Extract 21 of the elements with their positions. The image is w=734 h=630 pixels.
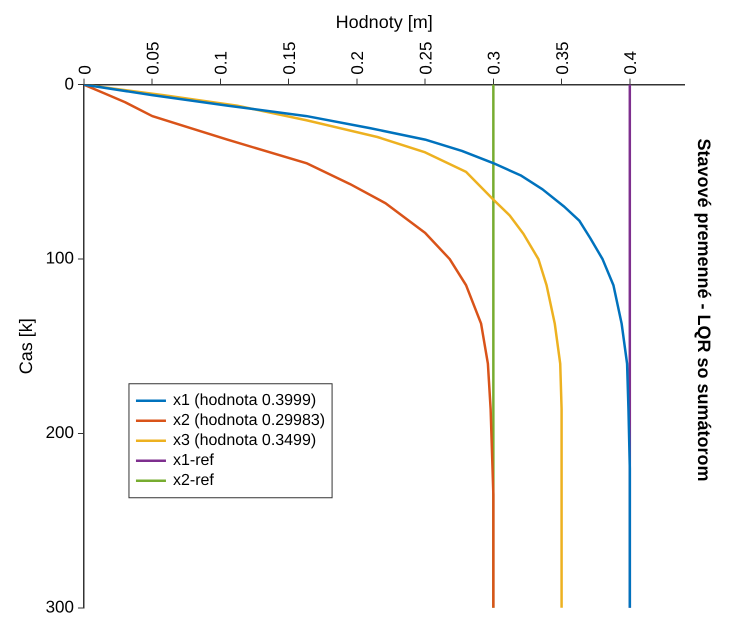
y-tick-label: 200	[46, 423, 74, 442]
legend-label: x2 (hodnota 0.29983)	[172, 412, 326, 430]
legend-label: x2-ref	[172, 472, 214, 490]
y-tick-label: 100	[46, 248, 74, 268]
y-axis-title: Cas [k]	[16, 318, 36, 374]
x-tick-label: 0	[75, 65, 94, 75]
x-tick-label: 0.35	[552, 42, 572, 75]
x-tick-label: 0.4	[621, 51, 640, 75]
x-tick-label: 0.2	[348, 51, 368, 75]
x-tick-label: 0.15	[280, 42, 299, 75]
legend-label: x1 (hodnota 0.3999)	[172, 392, 316, 410]
legend-label: x1-ref	[172, 452, 214, 470]
legend-label: x3 (hodnota 0.3499)	[172, 432, 316, 450]
x-tick-label: 0.05	[143, 42, 162, 75]
x-tick-label: 0.25	[416, 42, 436, 75]
x-tick-label: 0.1	[212, 51, 231, 75]
x-axis-title: Hodnoty [m]	[336, 12, 433, 32]
y-tick-label: 300	[46, 597, 74, 616]
text: Stavové premenné - LQR so sumátorom	[694, 138, 714, 482]
y-tick-label: 0	[64, 74, 74, 94]
x-tick-label: 0.3	[484, 51, 504, 75]
